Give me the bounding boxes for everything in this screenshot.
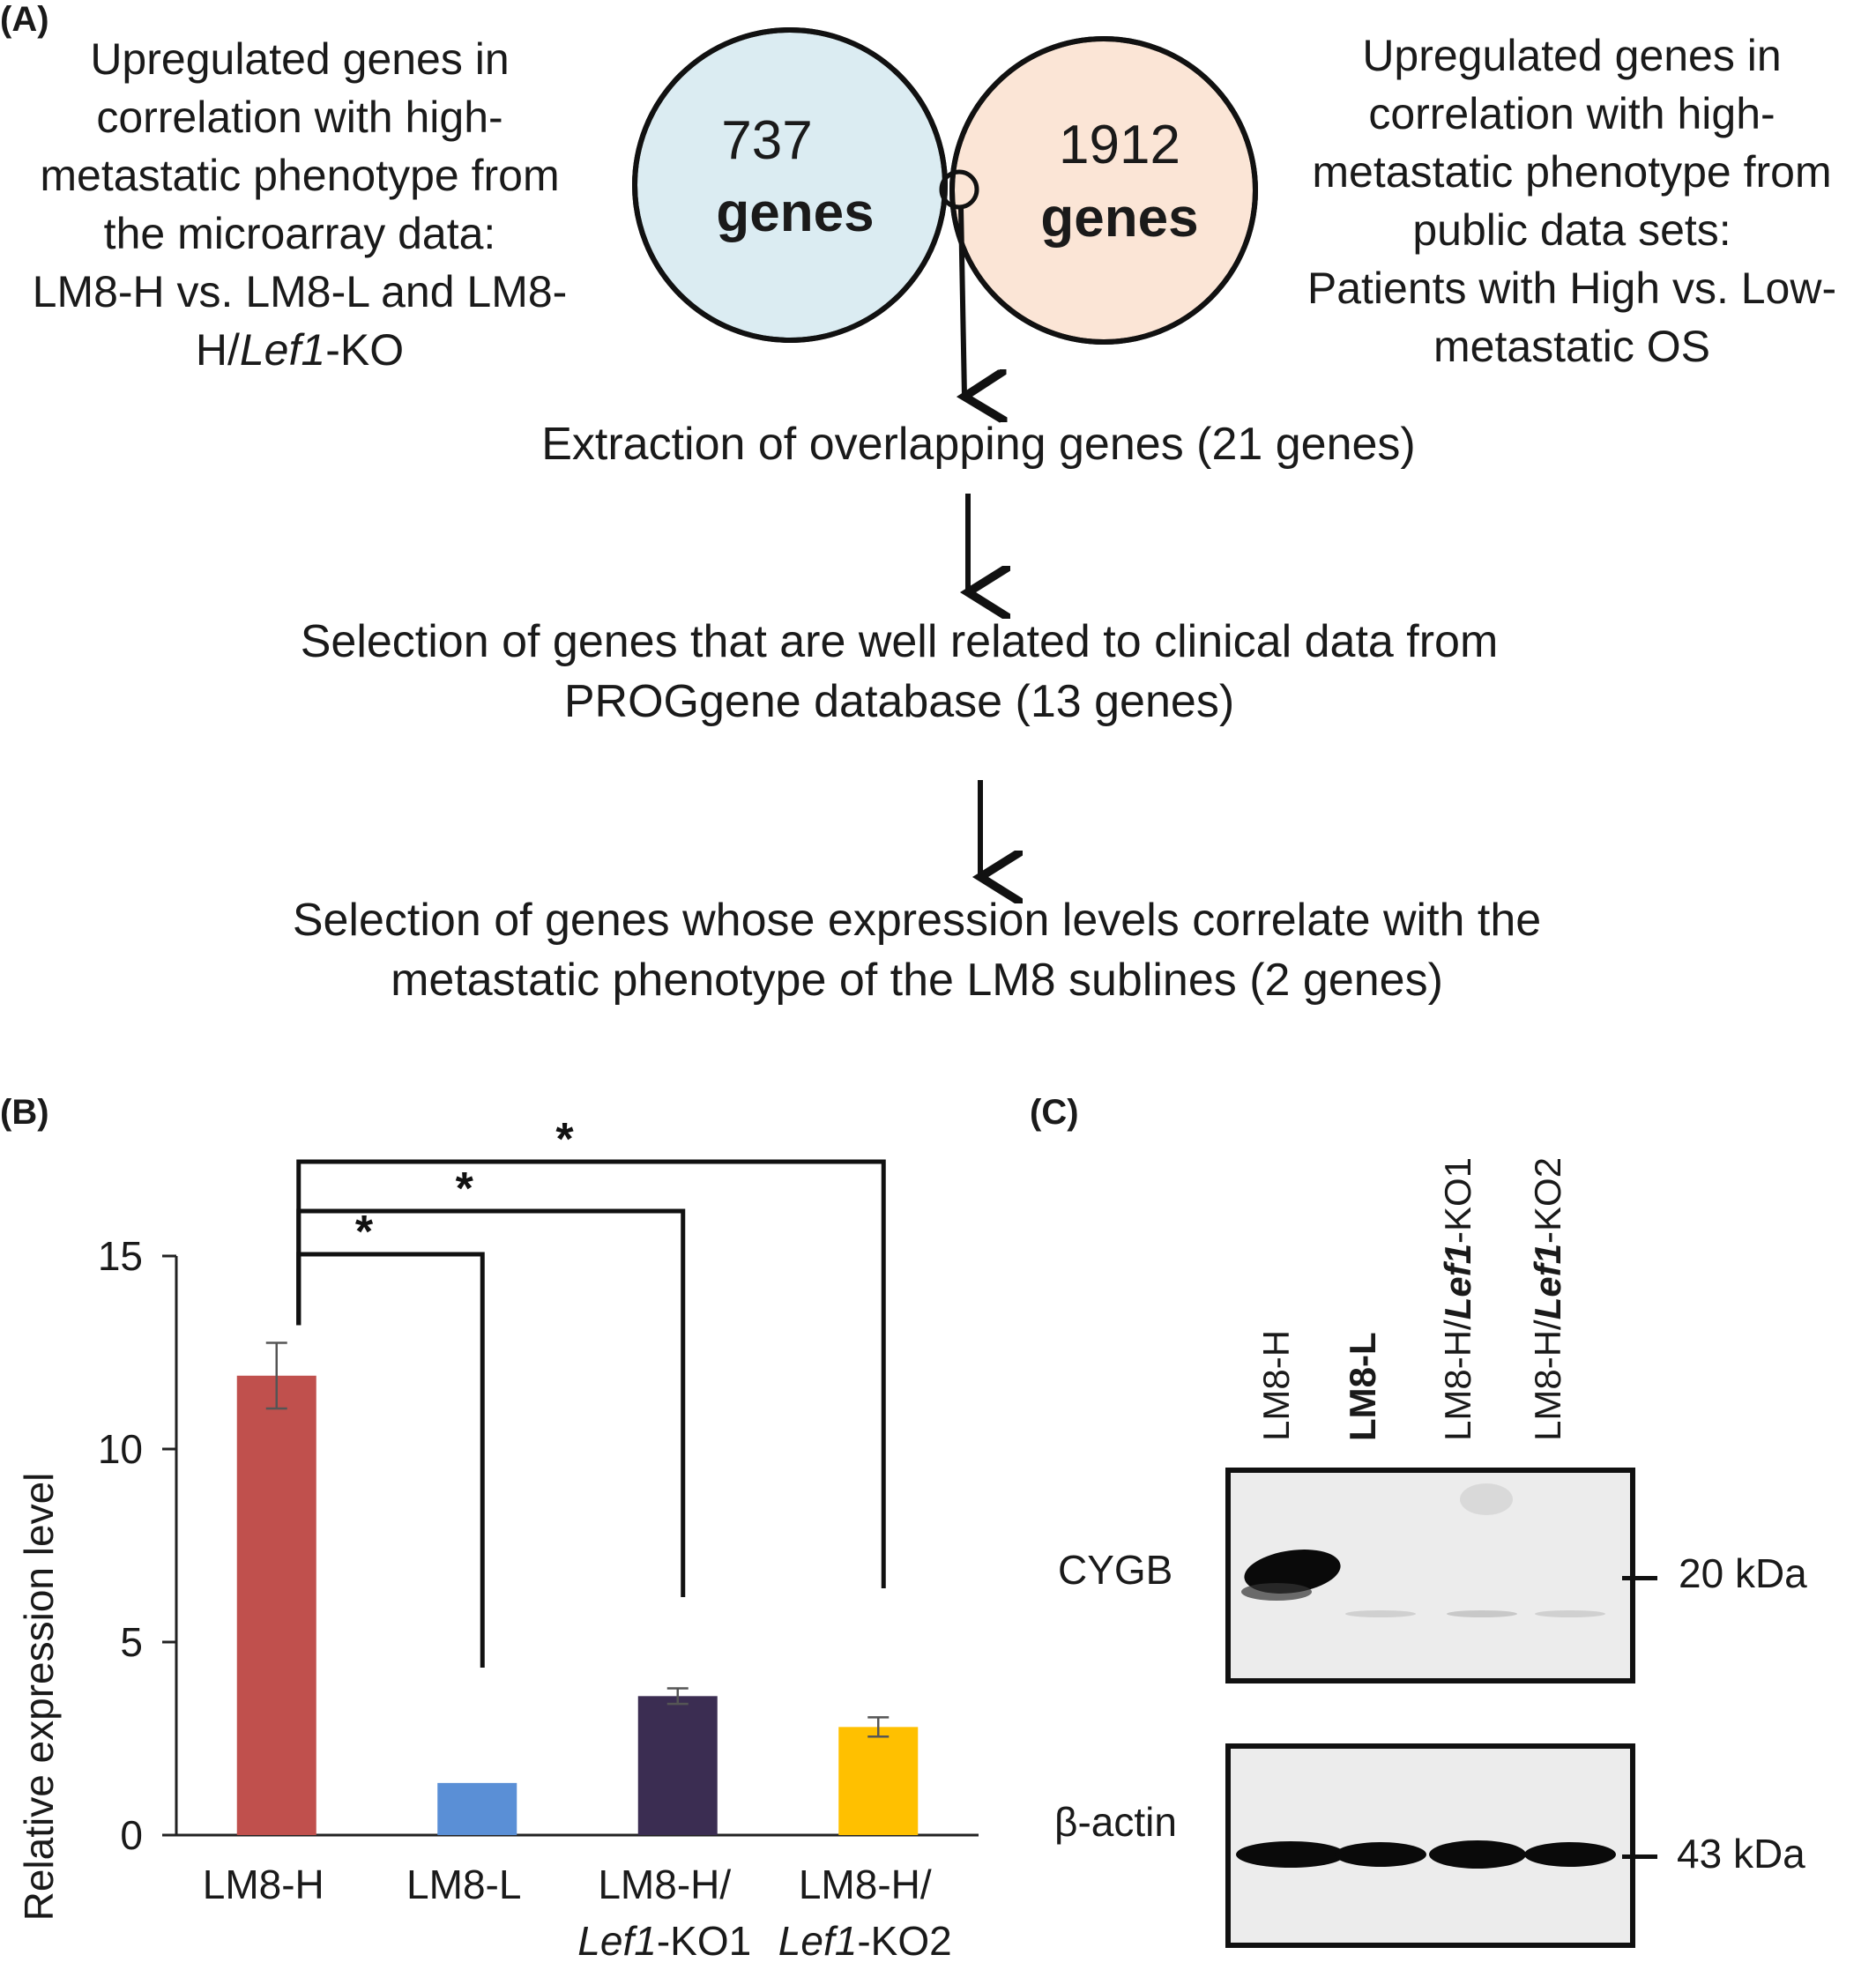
right-line-2: correlation with high- [1368, 89, 1776, 138]
cygb-blot [1225, 1468, 1635, 1683]
left-line-6-prefix: H/ [195, 325, 240, 375]
panel-b-label: (B) [0, 1093, 49, 1132]
step-2-line-2: PROGgene database (13 genes) [563, 676, 1235, 727]
right-line-4: public data sets: [1412, 205, 1731, 255]
cygb-faint-lane-3 [1460, 1483, 1513, 1515]
right-description: Upregulated genes in correlation with hi… [1268, 26, 1876, 375]
category-label-4: LM8-H/ [799, 1862, 932, 1907]
y-tick-label-15: 15 [98, 1233, 143, 1279]
venn-left-unit: genes [716, 182, 874, 243]
left-line-5: LM8-H vs. LM8-L and LM8- [32, 267, 568, 316]
bar-2 [437, 1782, 517, 1835]
bar-1 [236, 1375, 316, 1835]
y-tick-label-0: 0 [120, 1812, 143, 1858]
step-2-text: Selection of genes that are well related… [203, 612, 1596, 732]
blot-lane-labels: LM8-H LM8-L LM8-H/Lef1-KO1 LM8-H/Lef1-KO… [1255, 1157, 1568, 1441]
left-line-6-suffix: -KO [325, 325, 405, 375]
cygb-band-lane-1 [1244, 1550, 1341, 1594]
venn-right-unit: genes [1040, 188, 1198, 249]
y-tick-label-10: 10 [98, 1426, 143, 1472]
right-line-5: Patients with High vs. Low- [1306, 264, 1837, 313]
panel-a-label: (A) [0, 0, 49, 39]
left-line-3: metastatic phenotype from [40, 151, 560, 200]
right-line-3: metastatic phenotype from [1312, 147, 1832, 197]
lane-label-2: LM8-L [1342, 1332, 1383, 1441]
actin-band-lane-4 [1524, 1842, 1616, 1867]
actin-band-lane-2 [1335, 1842, 1426, 1867]
cygb-faint-band-2 [1447, 1610, 1517, 1617]
step-3-text: Selection of genes whose expression leve… [212, 890, 1622, 1010]
marker-43-kda: 43 kDa [1677, 1831, 1805, 1877]
significance-bracket-1 [296, 1252, 485, 1668]
y-axis-label: Relative expression level [16, 1473, 62, 1921]
chart-significance: * * * [296, 1114, 886, 1668]
step-1-line-1: Extraction of overlapping genes (21 gene… [541, 419, 1416, 470]
right-line-6: metastatic OS [1433, 322, 1710, 371]
category-label-4-line-2: Lef1-KO2 [778, 1918, 952, 1964]
left-description: Upregulated genes in correlation with hi… [0, 30, 599, 379]
left-line-6-gene: Lef1 [239, 325, 326, 375]
step-3-line-2: metastatic phenotype of the LM8 sublines… [391, 955, 1443, 1006]
category-label-2: LM8-L [406, 1862, 521, 1907]
cygb-band-lane-1-tail [1241, 1583, 1312, 1601]
venn-left-outline [632, 27, 948, 343]
chart-category-labels: LM8-H LM8-L LM8-H/Lef1-KO1 LM8-H/Lef1-KO2 [203, 1862, 952, 1964]
y-tick-label-5: 5 [120, 1619, 143, 1665]
significance-bracket-3 [296, 1159, 886, 1588]
arrow-to-step-1 [961, 206, 964, 397]
chart-bars [236, 1342, 919, 1835]
marker-tick-43 [1622, 1854, 1657, 1859]
panel-c-label: (C) [1030, 1093, 1079, 1132]
step-2-line-1: Selection of genes that are well related… [300, 616, 1499, 667]
actin-band-lane-3 [1429, 1840, 1526, 1869]
step-3-line-1: Selection of genes whose expression leve… [292, 895, 1542, 946]
venn-right-count: 1912 [1059, 115, 1180, 175]
marker-tick-20 [1622, 1576, 1657, 1580]
significance-star-2: * [456, 1163, 474, 1215]
step-1-text: Extraction of overlapping genes (21 gene… [335, 414, 1622, 474]
significance-bracket-2 [296, 1208, 686, 1597]
venn-left-count: 737 [721, 110, 812, 171]
left-line-6: H/Lef1-KO [0, 321, 599, 379]
bar-3 [637, 1696, 718, 1835]
lane-label-4: LM8-H/Lef1-KO2 [1527, 1157, 1568, 1441]
left-line-4: the microarray data: [103, 209, 496, 258]
significance-star-1: * [355, 1207, 374, 1258]
cygb-faint-band-3 [1535, 1610, 1605, 1617]
left-line-1: Upregulated genes in [90, 34, 510, 84]
cygb-blot-image [1241, 1483, 1605, 1617]
cygb-faint-band-1 [1345, 1610, 1416, 1617]
right-line-1: Upregulated genes in [1362, 31, 1782, 80]
beta-actin-blot-image [1236, 1840, 1616, 1869]
category-label-3-line-2: Lef1-KO1 [577, 1918, 751, 1964]
lane-label-1: LM8-H [1255, 1330, 1297, 1441]
overlap-selector-ring [939, 169, 979, 210]
actin-band-lane-1 [1236, 1841, 1345, 1868]
category-label-3: LM8-H/ [598, 1862, 731, 1907]
cygb-label: CYGB [1058, 1547, 1173, 1593]
beta-actin-label: β-actin [1054, 1799, 1177, 1845]
beta-actin-blot [1225, 1743, 1635, 1948]
venn-right-outline [949, 36, 1258, 345]
venn-diagram: 737 genes 1912 genes [632, 27, 1258, 1022]
category-label-1: LM8-H [203, 1862, 324, 1907]
lane-label-3: LM8-H/Lef1-KO1 [1437, 1157, 1478, 1441]
significance-star-3: * [555, 1114, 574, 1165]
bar-4 [838, 1727, 919, 1835]
marker-20-kda: 20 kDa [1679, 1550, 1807, 1596]
left-line-2: correlation with high- [96, 93, 503, 142]
